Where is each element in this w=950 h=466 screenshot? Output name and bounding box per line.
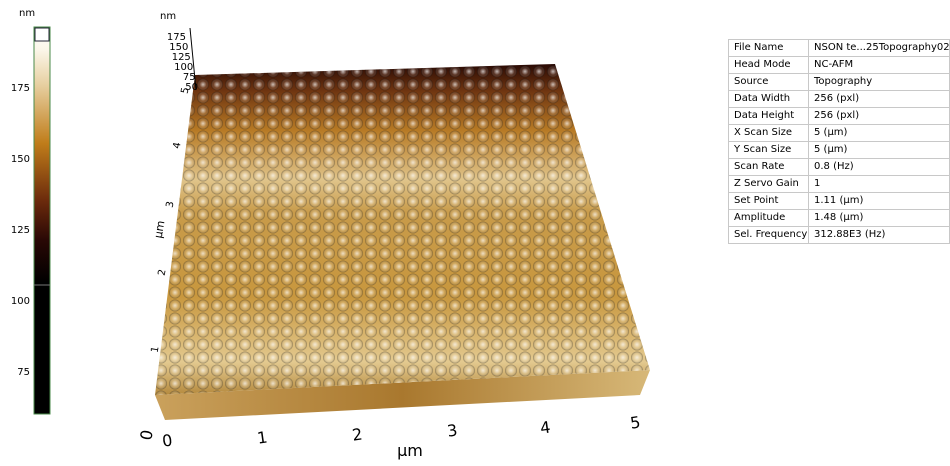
- surface-texture: [155, 64, 650, 395]
- colorbar: [34, 27, 50, 414]
- y-tick-label: 0: [136, 428, 156, 441]
- y-tick-label: 1: [150, 345, 162, 353]
- colorbar-tick-label: 125: [11, 225, 30, 236]
- info-key: Sel. Frequency: [729, 227, 809, 243]
- info-key: Set Point: [729, 193, 809, 209]
- colorbar-unit: nm: [19, 8, 35, 19]
- colorbar-tick-label: 175: [11, 83, 30, 94]
- x-tick-label: 0: [161, 430, 174, 450]
- info-value: 312.88E3 (Hz): [809, 227, 949, 243]
- info-key: Y Scan Size: [729, 142, 809, 158]
- info-key: Source: [729, 74, 809, 90]
- colorbar-tick-label: 75: [17, 367, 30, 378]
- info-value: 1: [809, 176, 949, 192]
- y-tick-label: 4: [172, 141, 184, 149]
- info-key: Scan Rate: [729, 159, 809, 175]
- info-key: Amplitude: [729, 210, 809, 226]
- z-unit: nm: [160, 11, 176, 22]
- info-value: 5 (µm): [809, 142, 949, 158]
- info-value: 1.11 (µm): [809, 193, 949, 209]
- x-tick-label: 3: [446, 420, 459, 440]
- y-tick-label: 3: [165, 200, 177, 208]
- colorbar-tick-label: 100: [11, 296, 30, 307]
- info-value: NC-AFM: [809, 57, 949, 73]
- info-key: Z Servo Gain: [729, 176, 809, 192]
- info-key: Data Height: [729, 108, 809, 124]
- info-value: 1.48 (µm): [809, 210, 949, 226]
- colorbar-tick-label: 150: [11, 154, 30, 165]
- info-key: Head Mode: [729, 57, 809, 73]
- info-value: NSON te...25Topography029: [809, 40, 949, 56]
- info-key: File Name: [729, 40, 809, 56]
- info-value: Topography: [809, 74, 949, 90]
- x-tick-label: 5: [629, 412, 642, 432]
- y-tick-label: 2: [157, 268, 169, 276]
- info-value: 256 (pxl): [809, 108, 949, 124]
- info-value: 0.8 (Hz): [809, 159, 949, 175]
- x-tick-label: 2: [351, 424, 364, 444]
- info-value: 5 (µm): [809, 125, 949, 141]
- x-tick-label: 1: [256, 427, 269, 447]
- info-key: X Scan Size: [729, 125, 809, 141]
- x-axis-label: µm: [397, 441, 423, 460]
- x-tick-label: 4: [539, 417, 552, 437]
- info-value: 256 (pxl): [809, 91, 949, 107]
- colorbar-marker: [35, 28, 49, 41]
- y-axis-label: µm: [152, 220, 168, 240]
- info-key: Data Width: [729, 91, 809, 107]
